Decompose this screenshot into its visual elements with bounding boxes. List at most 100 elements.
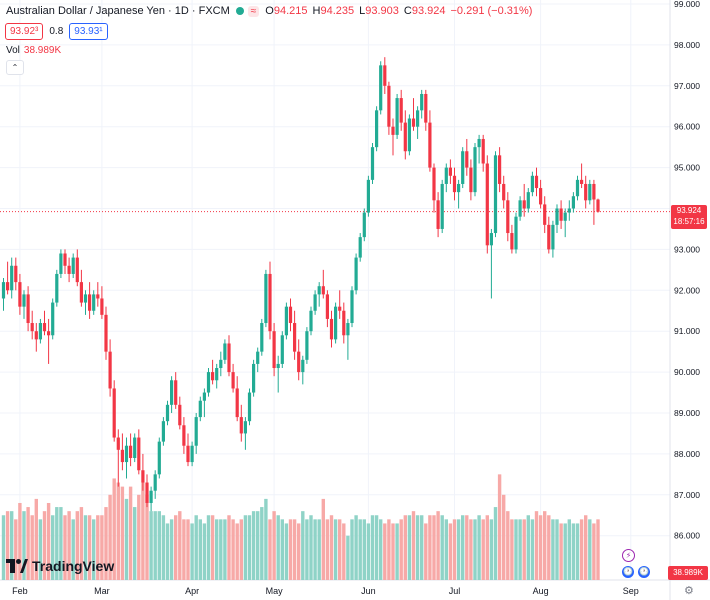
volume-bar [288,519,293,580]
candle-body [432,167,436,201]
candle-body [83,294,88,303]
change-value: −0.291 (−0.31%) [450,5,533,17]
candle-body [428,122,432,168]
candle-body [325,294,329,319]
last-price-label: 93.924 18:57:16 [671,205,707,229]
volume-bar [440,515,444,580]
economic-event-icon-2[interactable]: 🕐 [638,566,650,578]
volume-bar [366,523,371,580]
volume-bar [588,519,592,580]
volume-bar [489,519,494,580]
volume-bar [575,523,580,580]
volume-bar [428,515,432,580]
candle-body [375,110,379,148]
flash-event-icon[interactable]: ⚡ [622,549,635,562]
candle-body [112,388,116,438]
volume-bar [436,511,440,580]
gear-icon[interactable]: ⚙ [684,585,694,597]
y-tick-label: 93.000 [674,244,700,254]
candle-body [284,306,288,336]
y-tick-label: 96.000 [674,122,700,132]
volume-bar [194,515,198,580]
candle-body [555,208,559,225]
collapse-legend-button[interactable]: ⌃ [6,60,24,75]
buy-button[interactable]: 93.93¹ [69,23,108,40]
volume-bar [461,515,465,580]
candle-body [457,183,461,193]
candle-body [178,404,182,426]
candle-body [288,306,293,324]
volume-bar [493,507,498,580]
candle-body [567,208,571,213]
volume-bar [317,519,321,580]
candle-body [264,273,268,324]
candle-body [100,298,104,315]
volume-bar [83,515,88,580]
candle-body [403,122,407,152]
candle-body [526,192,530,209]
candle-body [301,359,305,373]
volume-bar [399,519,403,580]
y-tick-label: 91.000 [674,326,700,336]
candle-body [592,183,596,200]
symbol-title[interactable]: Australian Dollar / Japanese Yen · 1D · … [6,5,230,17]
candle-body [276,363,280,369]
candle-body [227,343,231,373]
candle-body [452,175,457,193]
candle-body [30,323,34,332]
volume-label: Vol [6,45,20,56]
y-tick-label: 89.000 [674,408,700,418]
candle-body [584,183,588,201]
volume-bar [292,519,297,580]
volume-bar [14,519,18,580]
candle-body [309,310,313,332]
volume-bar [206,515,211,580]
sell-button[interactable]: 93.92³ [5,23,44,40]
candle-body [59,253,63,274]
wave-icon[interactable]: ≈ [247,5,260,17]
candle-body [6,282,10,291]
candle-body [256,351,260,364]
candle-body [469,167,473,193]
candle-body [174,380,178,405]
economic-event-icon[interactable]: 🕐 [622,566,634,578]
candle-body [317,286,321,295]
volume-bar [383,523,387,580]
candle-body [247,392,252,422]
volume-bar [448,523,453,580]
y-tick-label: 99.000 [674,0,700,9]
candle-body [75,257,79,283]
volume-bar [256,511,260,580]
volume-bar [502,494,506,580]
volume-axis-label: 38.989K [668,566,708,580]
candle-body [206,372,211,393]
volume-bar [452,519,457,580]
bar-countdown: 18:57:16 [673,217,705,226]
candle-body [215,368,219,381]
chart-legend: Australian Dollar / Japanese Yen · 1D · … [6,5,537,17]
candle-body [547,224,551,250]
tradingview-logo[interactable]: TradingView [6,558,114,574]
candle-body [424,93,428,123]
candle-body [133,437,137,458]
candle-body [506,200,510,234]
volume-bar [465,515,469,580]
volume-bar [579,519,584,580]
candle-body [481,138,485,164]
chevron-up-icon: ⌃ [11,63,19,72]
volume-bar [100,515,104,580]
volume-bar [395,523,399,580]
candle-body [198,400,202,418]
volume-bar [432,515,436,580]
candle-body [510,233,514,250]
candle-body [539,188,543,205]
candle-body [116,437,120,450]
close-label: C [403,5,412,17]
volume-bar [120,486,125,580]
y-tick-label: 95.000 [674,163,700,173]
candle-body [22,294,26,307]
candle-body [51,302,55,336]
volume-bar [350,519,354,580]
candle-body [473,147,477,193]
